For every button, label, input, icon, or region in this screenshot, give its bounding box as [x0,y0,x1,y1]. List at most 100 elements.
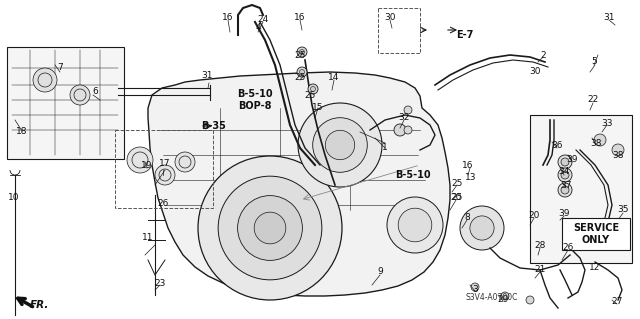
Text: 37: 37 [560,182,572,190]
Circle shape [159,169,171,181]
Bar [115,130,213,208]
Text: 25: 25 [294,50,306,60]
Circle shape [237,196,302,260]
Text: 30: 30 [529,68,541,77]
Circle shape [398,208,432,242]
Circle shape [38,73,52,87]
Text: 3: 3 [472,285,478,293]
Text: 7: 7 [57,63,63,72]
Text: 5: 5 [591,57,597,66]
Circle shape [33,68,57,92]
Text: 33: 33 [601,118,612,128]
Circle shape [612,144,624,156]
Text: 23: 23 [154,278,166,287]
Circle shape [561,171,569,179]
Circle shape [254,212,286,244]
Text: 10: 10 [8,194,20,203]
Text: 9: 9 [377,268,383,277]
Circle shape [325,130,355,160]
Text: 38: 38 [612,151,624,160]
Circle shape [70,85,90,105]
Circle shape [297,47,307,57]
Text: 16: 16 [294,13,306,23]
Circle shape [310,86,316,92]
Text: 39: 39 [558,210,570,219]
Text: 8: 8 [464,213,470,222]
Circle shape [526,296,534,304]
Text: 18: 18 [16,127,28,136]
Text: 20: 20 [451,194,461,203]
Circle shape [470,216,494,240]
Circle shape [387,197,443,253]
Text: 17: 17 [159,159,171,167]
Circle shape [404,126,412,134]
Text: 26: 26 [157,199,169,209]
Circle shape [132,152,148,168]
Circle shape [471,283,479,291]
Text: 26: 26 [563,243,573,253]
FancyBboxPatch shape [7,47,124,159]
Text: B-5-10: B-5-10 [395,170,431,180]
Text: 27: 27 [611,298,623,307]
Circle shape [218,176,322,280]
Text: 1: 1 [382,144,388,152]
PathPatch shape [148,72,450,296]
Text: 31: 31 [201,71,212,80]
Circle shape [558,183,572,197]
Text: 34: 34 [558,167,570,176]
Text: 36: 36 [551,142,563,151]
Circle shape [198,156,342,300]
Bar [378,8,420,53]
Text: 35: 35 [617,205,628,214]
Text: 4: 4 [255,24,261,33]
Circle shape [308,84,318,94]
Text: 30: 30 [384,13,396,23]
Text: 12: 12 [589,263,601,271]
Circle shape [501,292,509,300]
Bar [530,115,632,263]
Circle shape [558,155,572,169]
Text: 15: 15 [312,102,324,112]
Circle shape [558,168,572,182]
Text: 6: 6 [92,86,98,95]
Circle shape [127,147,153,173]
Circle shape [313,118,367,172]
Text: B-5-10
BOP-8: B-5-10 BOP-8 [237,89,273,111]
Text: 28: 28 [534,241,546,250]
Text: 2: 2 [540,50,546,60]
Text: 29: 29 [497,294,509,303]
Circle shape [594,134,606,146]
Text: 21: 21 [534,265,546,275]
Text: 14: 14 [328,73,340,83]
Circle shape [297,67,307,77]
Text: B-35: B-35 [202,121,227,131]
Text: 25: 25 [304,91,316,100]
Text: 32: 32 [398,114,410,122]
Circle shape [155,165,175,185]
Circle shape [300,70,305,75]
Circle shape [179,156,191,168]
Text: 16: 16 [222,13,234,23]
Text: 24: 24 [257,16,269,25]
Text: S3V4-A0700C: S3V4-A0700C [466,293,518,301]
Text: 16: 16 [462,160,474,169]
Circle shape [404,106,412,114]
Text: 31: 31 [604,13,615,23]
Circle shape [298,103,382,187]
Text: SERVICE
ONLY: SERVICE ONLY [573,223,619,245]
Bar [562,218,630,250]
Text: E-7: E-7 [456,30,474,40]
Text: 22: 22 [588,95,598,105]
Circle shape [175,152,195,172]
Circle shape [460,206,504,250]
Text: 38: 38 [590,138,602,147]
Circle shape [561,186,569,194]
Text: 13: 13 [465,174,477,182]
Text: 25: 25 [451,194,463,203]
Text: 20: 20 [528,211,540,219]
Circle shape [561,158,569,166]
Circle shape [300,49,305,55]
Text: FR.: FR. [30,300,49,310]
Text: 25: 25 [451,179,463,188]
Text: 39: 39 [566,155,578,165]
